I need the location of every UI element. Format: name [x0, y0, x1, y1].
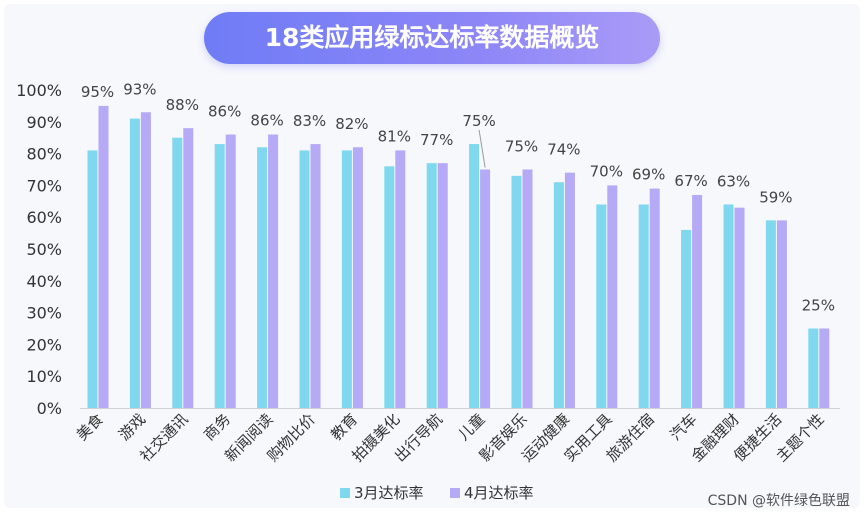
x-tick-label: 美食: [73, 410, 107, 444]
chart-title: 18类应用绿标达标率数据概览: [264, 23, 600, 52]
bar-march: [172, 137, 183, 408]
bar-april: [564, 172, 575, 408]
y-tick-label: 50%: [26, 240, 62, 259]
bar-march: [214, 144, 225, 408]
bar-april: [692, 194, 703, 408]
bar-april: [480, 169, 491, 408]
bar-april: [607, 185, 618, 408]
title-banner: 18类应用绿标达标率数据概览: [204, 12, 660, 64]
bar-march: [596, 204, 607, 408]
bar-april: [776, 220, 787, 408]
bar-april: [140, 112, 151, 408]
bar-march: [87, 150, 98, 409]
data-label: 77%: [420, 131, 453, 149]
bar-march: [681, 229, 692, 408]
data-label: 86%: [250, 112, 283, 130]
y-tick-label: 10%: [26, 367, 62, 386]
legend-label: 3月达标率: [354, 484, 424, 502]
y-tick-label: 40%: [26, 272, 62, 291]
data-label: 67%: [674, 172, 707, 190]
x-tick-label: 商务: [200, 410, 234, 444]
bar-april: [183, 128, 194, 408]
bar-march: [341, 150, 352, 409]
bar-march: [384, 166, 395, 408]
legend-swatch: [450, 488, 460, 498]
data-label: 86%: [208, 103, 241, 121]
bar-april: [819, 328, 830, 408]
y-tick-label: 0%: [37, 399, 62, 418]
data-label: 81%: [378, 127, 411, 145]
bar-april: [268, 134, 279, 408]
y-tick-label: 100%: [16, 81, 62, 100]
bar-april: [649, 188, 660, 408]
data-label: 93%: [123, 80, 156, 98]
legend-label: 4月达标率: [464, 484, 534, 502]
data-label: 25%: [802, 297, 835, 315]
data-label: 69%: [632, 166, 665, 184]
bar-march: [765, 220, 776, 408]
y-tick-label: 60%: [26, 208, 62, 227]
bar-april: [352, 147, 363, 409]
watermark: CSDN @软件绿色联盟: [707, 493, 850, 509]
y-tick-label: 30%: [26, 304, 62, 323]
data-label: 75%: [462, 112, 495, 130]
data-label: 83%: [293, 112, 326, 130]
data-label: 63%: [717, 172, 750, 190]
data-label: 95%: [81, 83, 114, 101]
y-tick-label: 90%: [26, 113, 62, 132]
bar-april: [734, 207, 745, 408]
bar-march: [511, 175, 522, 408]
x-tick-label: 教育: [327, 410, 361, 444]
label-leader-line: [478, 129, 486, 168]
x-tick-label: 儿童: [454, 410, 488, 444]
bar-march: [129, 118, 140, 409]
x-tick-label: 汽车: [666, 410, 700, 444]
y-tick-label: 20%: [26, 335, 62, 354]
bar-april: [395, 150, 406, 409]
data-label: 82%: [335, 115, 368, 133]
data-label: 88%: [166, 96, 199, 114]
data-label: 70%: [590, 162, 623, 180]
bar-march: [638, 204, 649, 408]
bar-april: [225, 134, 236, 408]
bar-april: [98, 105, 109, 409]
data-label: 74%: [547, 141, 580, 159]
bar-march: [469, 144, 480, 408]
y-tick-label: 70%: [26, 176, 62, 195]
bar-march: [257, 147, 268, 409]
bar-march: [426, 163, 437, 408]
bar-april: [310, 144, 321, 408]
bar-march: [808, 328, 819, 408]
x-tick-label: 游戏: [115, 410, 149, 444]
bar-march: [299, 150, 310, 409]
bar-april: [522, 169, 533, 408]
bar-april: [437, 163, 448, 408]
y-tick-label: 80%: [26, 145, 62, 164]
bar-march: [723, 204, 734, 408]
legend-swatch: [340, 488, 350, 498]
data-label: 59%: [759, 188, 792, 206]
data-label: 75%: [505, 138, 538, 156]
bar-march: [553, 182, 564, 408]
